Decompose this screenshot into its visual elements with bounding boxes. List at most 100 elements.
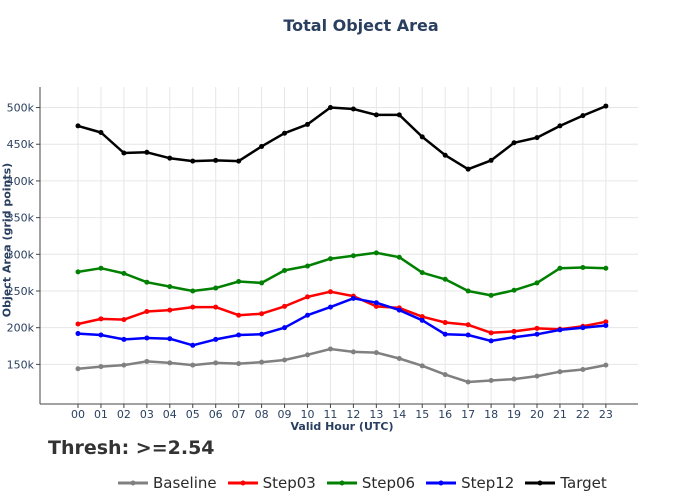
legend-item-step12[interactable]: Step12 bbox=[426, 474, 514, 492]
data-point-step06 bbox=[213, 285, 219, 291]
data-point-baseline bbox=[442, 372, 448, 378]
data-point-step12 bbox=[305, 312, 310, 318]
data-point-baseline bbox=[465, 379, 471, 385]
data-point-step06 bbox=[282, 267, 288, 273]
data-point-step03 bbox=[98, 316, 104, 322]
y-tick-label: 450k bbox=[7, 138, 35, 151]
data-point-target bbox=[75, 123, 81, 129]
legend-item-target[interactable]: Target bbox=[525, 474, 607, 492]
data-point-step12 bbox=[373, 300, 379, 306]
data-point-baseline bbox=[557, 369, 563, 375]
data-point-step06 bbox=[236, 278, 242, 284]
x-tick-label: 08 bbox=[255, 408, 269, 421]
series-line-baseline bbox=[77, 347, 607, 384]
data-point-baseline bbox=[373, 350, 379, 356]
x-tick-label: 23 bbox=[599, 408, 613, 421]
data-point-step06 bbox=[419, 270, 425, 276]
data-point-target bbox=[557, 123, 563, 129]
data-point-step12 bbox=[465, 332, 471, 338]
data-point-step12 bbox=[75, 331, 81, 337]
data-point-baseline bbox=[350, 349, 356, 355]
data-point-step03 bbox=[282, 303, 288, 309]
data-point-step06 bbox=[603, 265, 609, 271]
data-point-baseline bbox=[305, 352, 310, 358]
series-line-step03 bbox=[77, 290, 607, 335]
data-point-step12 bbox=[419, 317, 425, 323]
legend-swatch-baseline bbox=[118, 480, 148, 486]
data-point-target bbox=[603, 103, 609, 109]
legend-item-baseline[interactable]: Baseline bbox=[118, 474, 217, 492]
data-point-baseline bbox=[98, 364, 104, 370]
data-point-baseline bbox=[236, 361, 242, 367]
data-point-target bbox=[350, 106, 356, 112]
data-point-target bbox=[327, 105, 333, 111]
data-point-target bbox=[373, 112, 379, 118]
data-point-target bbox=[259, 143, 265, 149]
data-point-target bbox=[282, 130, 288, 136]
data-point-target bbox=[442, 152, 448, 158]
y-tick-label: 400k bbox=[7, 175, 35, 188]
data-point-step03 bbox=[511, 328, 517, 334]
y-tick-label: 250k bbox=[7, 285, 35, 298]
data-point-step06 bbox=[305, 263, 310, 269]
legend-swatch-target bbox=[525, 480, 556, 486]
y-tick-label: 300k bbox=[7, 248, 35, 261]
data-point-step12 bbox=[282, 325, 288, 331]
data-point-step12 bbox=[350, 295, 356, 301]
x-tick-label: 15 bbox=[415, 408, 429, 421]
legend-label-target: Target bbox=[560, 474, 607, 492]
data-point-step06 bbox=[580, 265, 586, 271]
data-point-step03 bbox=[534, 325, 540, 331]
data-point-step06 bbox=[190, 288, 196, 294]
data-point-step12 bbox=[488, 338, 494, 344]
data-point-step03 bbox=[442, 320, 448, 326]
data-point-target bbox=[534, 135, 540, 141]
data-point-step12 bbox=[259, 331, 265, 337]
x-tick-label: 04 bbox=[163, 408, 177, 421]
legend-label-step12: Step12 bbox=[461, 474, 515, 492]
legend-swatch-step12 bbox=[426, 480, 457, 486]
x-tick-label: 09 bbox=[278, 408, 292, 421]
data-point-baseline bbox=[396, 356, 402, 362]
data-point-step12 bbox=[603, 322, 609, 328]
data-point-baseline bbox=[75, 366, 81, 372]
data-point-step12 bbox=[98, 332, 104, 338]
data-point-step03 bbox=[419, 314, 425, 320]
data-point-target bbox=[488, 157, 494, 163]
data-point-step12 bbox=[557, 327, 563, 333]
legend-label-step03: Step03 bbox=[262, 474, 316, 492]
data-point-step06 bbox=[488, 292, 494, 298]
data-point-baseline bbox=[488, 378, 494, 384]
data-point-step06 bbox=[511, 287, 517, 293]
data-point-step06 bbox=[75, 269, 81, 275]
data-point-step03 bbox=[213, 304, 219, 310]
data-point-baseline bbox=[580, 367, 586, 373]
data-point-step06 bbox=[373, 250, 379, 256]
data-point-step12 bbox=[121, 336, 127, 342]
x-tick-label: 01 bbox=[94, 408, 108, 421]
data-point-target bbox=[121, 150, 127, 156]
series-line-step06 bbox=[77, 251, 606, 297]
x-tick-label: 21 bbox=[553, 408, 567, 421]
data-point-step03 bbox=[167, 307, 173, 313]
data-point-baseline bbox=[511, 376, 517, 382]
data-point-step06 bbox=[557, 265, 563, 271]
data-point-step12 bbox=[144, 335, 150, 341]
data-point-step12 bbox=[167, 336, 173, 342]
data-point-step12 bbox=[396, 307, 402, 313]
data-point-target bbox=[167, 155, 173, 161]
data-point-step03 bbox=[465, 322, 471, 328]
legend-item-step06[interactable]: Step06 bbox=[326, 474, 415, 492]
data-point-step06 bbox=[98, 265, 104, 271]
legend-item-step03[interactable]: Step03 bbox=[227, 474, 316, 492]
data-point-step12 bbox=[442, 331, 448, 337]
data-point-step03 bbox=[75, 321, 81, 327]
x-tick-label: 00 bbox=[71, 408, 85, 421]
data-point-baseline bbox=[327, 346, 333, 352]
data-point-target bbox=[98, 129, 104, 135]
legend-swatch-step06 bbox=[326, 480, 357, 486]
data-point-step12 bbox=[511, 334, 517, 340]
legend: Baseline Step03 Step06 Step12 Target bbox=[118, 472, 618, 494]
data-point-step12 bbox=[534, 331, 540, 337]
